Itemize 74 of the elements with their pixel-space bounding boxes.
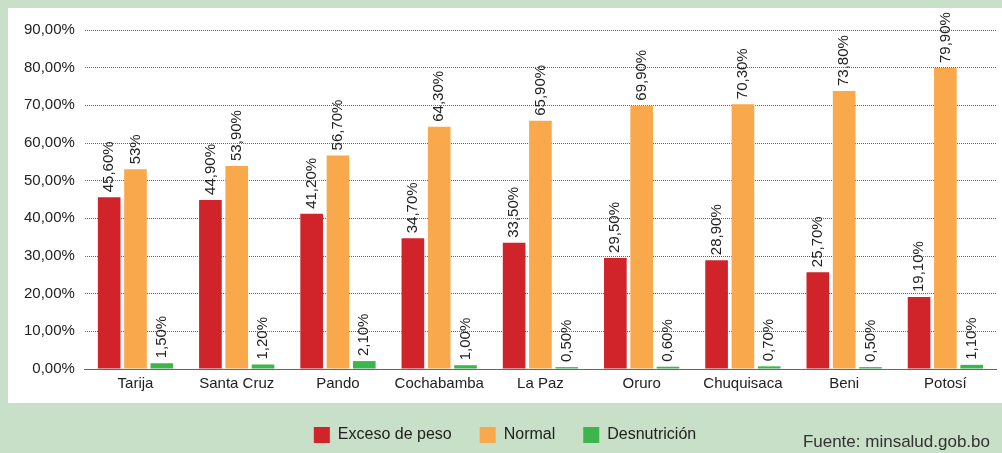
legend-label: Normal (503, 425, 556, 443)
bar (326, 155, 350, 369)
data-label: 19,10% (909, 241, 927, 293)
bar (150, 363, 174, 369)
bar (401, 238, 425, 369)
data-label: 1,20% (253, 316, 271, 360)
source-note: Fuente: minsalud.gob.bo (802, 432, 990, 451)
data-label: 2,10% (354, 313, 372, 357)
data-label: 33,50% (504, 186, 522, 238)
bar (225, 165, 249, 369)
bar (502, 242, 526, 369)
bar (907, 297, 931, 369)
data-label: 79,90% (935, 12, 953, 64)
legend-label: Exceso de peso (337, 425, 452, 443)
bar (97, 197, 121, 369)
y-tick-label: 0,00% (32, 359, 75, 377)
bar (731, 104, 755, 369)
y-tick-label: 10,00% (24, 321, 75, 339)
data-label: 41,20% (301, 157, 319, 209)
data-label: 0,60% (658, 319, 676, 362)
data-label: 53,90% (226, 110, 244, 161)
data-label: 53% (125, 134, 143, 165)
data-label: 70,30% (733, 48, 751, 100)
legend-label: Desnutrición (607, 425, 697, 443)
bar (199, 199, 222, 369)
data-label: 0,70% (759, 318, 777, 362)
bar (251, 364, 275, 369)
bar (757, 366, 781, 369)
x-tick-label: Potosí (924, 374, 968, 392)
bar (705, 260, 728, 369)
x-tick-label: Cochabamba (394, 374, 485, 392)
data-label: 73,80% (834, 35, 852, 87)
data-label: 64,30% (429, 70, 447, 122)
bar (832, 91, 856, 369)
data-label: 29,50% (605, 202, 623, 253)
data-label: 34,70% (403, 182, 421, 234)
data-label: 45,60% (99, 141, 117, 193)
bar (960, 364, 984, 369)
bar (427, 126, 451, 369)
data-label: 0,50% (860, 319, 878, 363)
x-tick-label: La Paz (517, 374, 564, 392)
data-label: 65,90% (530, 64, 548, 116)
x-tick-label: Pando (316, 374, 360, 392)
x-tick-label: Chuquisaca (703, 374, 784, 392)
data-label: 69,90% (631, 49, 649, 101)
bar (934, 68, 957, 369)
y-tick-label: 50,00% (24, 170, 75, 188)
data-label: 1,00% (455, 317, 473, 361)
y-tick-label: 60,00% (24, 133, 75, 151)
bar (454, 365, 477, 369)
bar (529, 120, 552, 369)
x-tick-label: Beni (829, 374, 860, 392)
data-label: 1,50% (151, 315, 169, 359)
bar (352, 361, 376, 369)
bar (124, 169, 147, 369)
data-label: 28,90% (706, 204, 724, 256)
y-tick-label: 30,00% (24, 246, 75, 264)
data-label: 56,70% (328, 99, 346, 151)
y-tick-label: 20,00% (24, 283, 75, 301)
x-tick-label: Santa Cruz (199, 374, 275, 392)
data-label: 44,90% (200, 144, 218, 195)
x-tick-label: Tarija (117, 374, 155, 392)
bar (604, 257, 627, 369)
data-label: 25,70% (807, 216, 825, 268)
bar (300, 213, 323, 369)
y-tick-label: 40,00% (24, 208, 75, 226)
data-label: 1,10% (961, 317, 979, 360)
y-tick-label: 90,00% (24, 20, 75, 38)
bar (806, 272, 830, 369)
y-tick-label: 80,00% (24, 57, 75, 75)
bar (630, 105, 653, 369)
x-tick-label: Oruro (622, 374, 661, 392)
y-tick-label: 70,00% (24, 95, 75, 113)
data-label: 0,50% (556, 319, 574, 363)
